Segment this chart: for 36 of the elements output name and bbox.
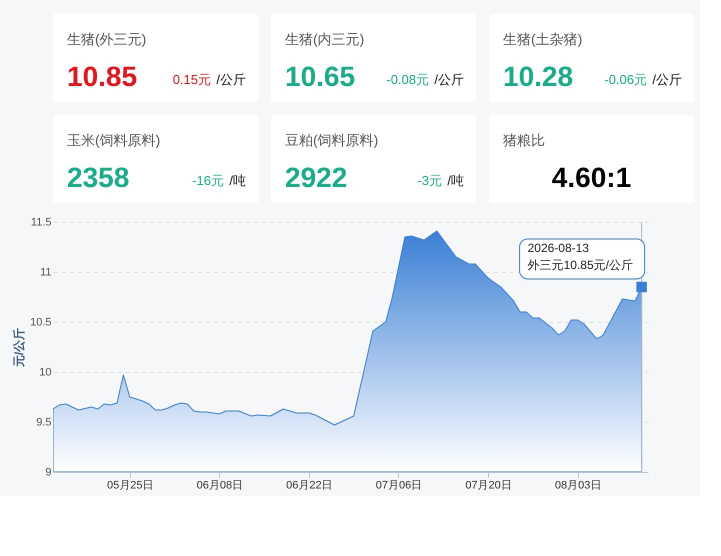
y-tick-label: 10 bbox=[39, 366, 52, 378]
text: /吨 bbox=[229, 173, 246, 188]
text: 玉米(饲料原料) bbox=[67, 132, 160, 148]
text: 10.65 bbox=[285, 61, 356, 92]
text: 10.28 bbox=[503, 61, 574, 92]
y-tick-label: 11.5 bbox=[30, 216, 52, 228]
text: 猪粮比 bbox=[503, 132, 545, 148]
x-tick-label: 05月25日 bbox=[107, 480, 154, 492]
x-tick-label: 08月03日 bbox=[554, 480, 602, 492]
y-axis-title: 元/公斤 bbox=[12, 328, 26, 368]
x-tick-label: 06月08日 bbox=[196, 480, 244, 492]
text: 2922 bbox=[285, 162, 348, 193]
annotation: 2026-08-13 外三元10.85元/公斤 bbox=[528, 241, 633, 272]
text: /公斤 bbox=[652, 72, 682, 87]
x-tick-label: 07月06日 bbox=[376, 480, 422, 492]
text: 0.15元 bbox=[172, 72, 211, 87]
text: 豆粕(饲料原料) bbox=[285, 132, 378, 148]
y-tick-label: 9 bbox=[45, 466, 52, 478]
y-tick-label: 9.5 bbox=[36, 416, 52, 428]
text: /公斤 bbox=[434, 72, 464, 87]
text: /公斤 bbox=[216, 72, 246, 87]
y-tick-label: 10.5 bbox=[30, 316, 52, 328]
text: 生猪(外三元) bbox=[67, 31, 146, 47]
text: -0.06元 bbox=[604, 72, 647, 87]
text: 2358 bbox=[67, 162, 130, 193]
text: -3元 bbox=[417, 173, 442, 188]
text: 生猪(土杂猪) bbox=[503, 31, 582, 47]
text: 生猪(内三元) bbox=[285, 31, 364, 47]
text: -0.08元 bbox=[386, 72, 429, 87]
x-tick-label: 06月22日 bbox=[286, 480, 333, 492]
text: 4.60:1 bbox=[552, 162, 632, 193]
text: /吨 bbox=[447, 173, 464, 188]
y-tick-label: 11 bbox=[40, 266, 52, 278]
text: -16元 bbox=[192, 173, 224, 188]
text: 10.85 bbox=[67, 61, 138, 92]
x-tick-label: 07月20日 bbox=[465, 480, 512, 492]
